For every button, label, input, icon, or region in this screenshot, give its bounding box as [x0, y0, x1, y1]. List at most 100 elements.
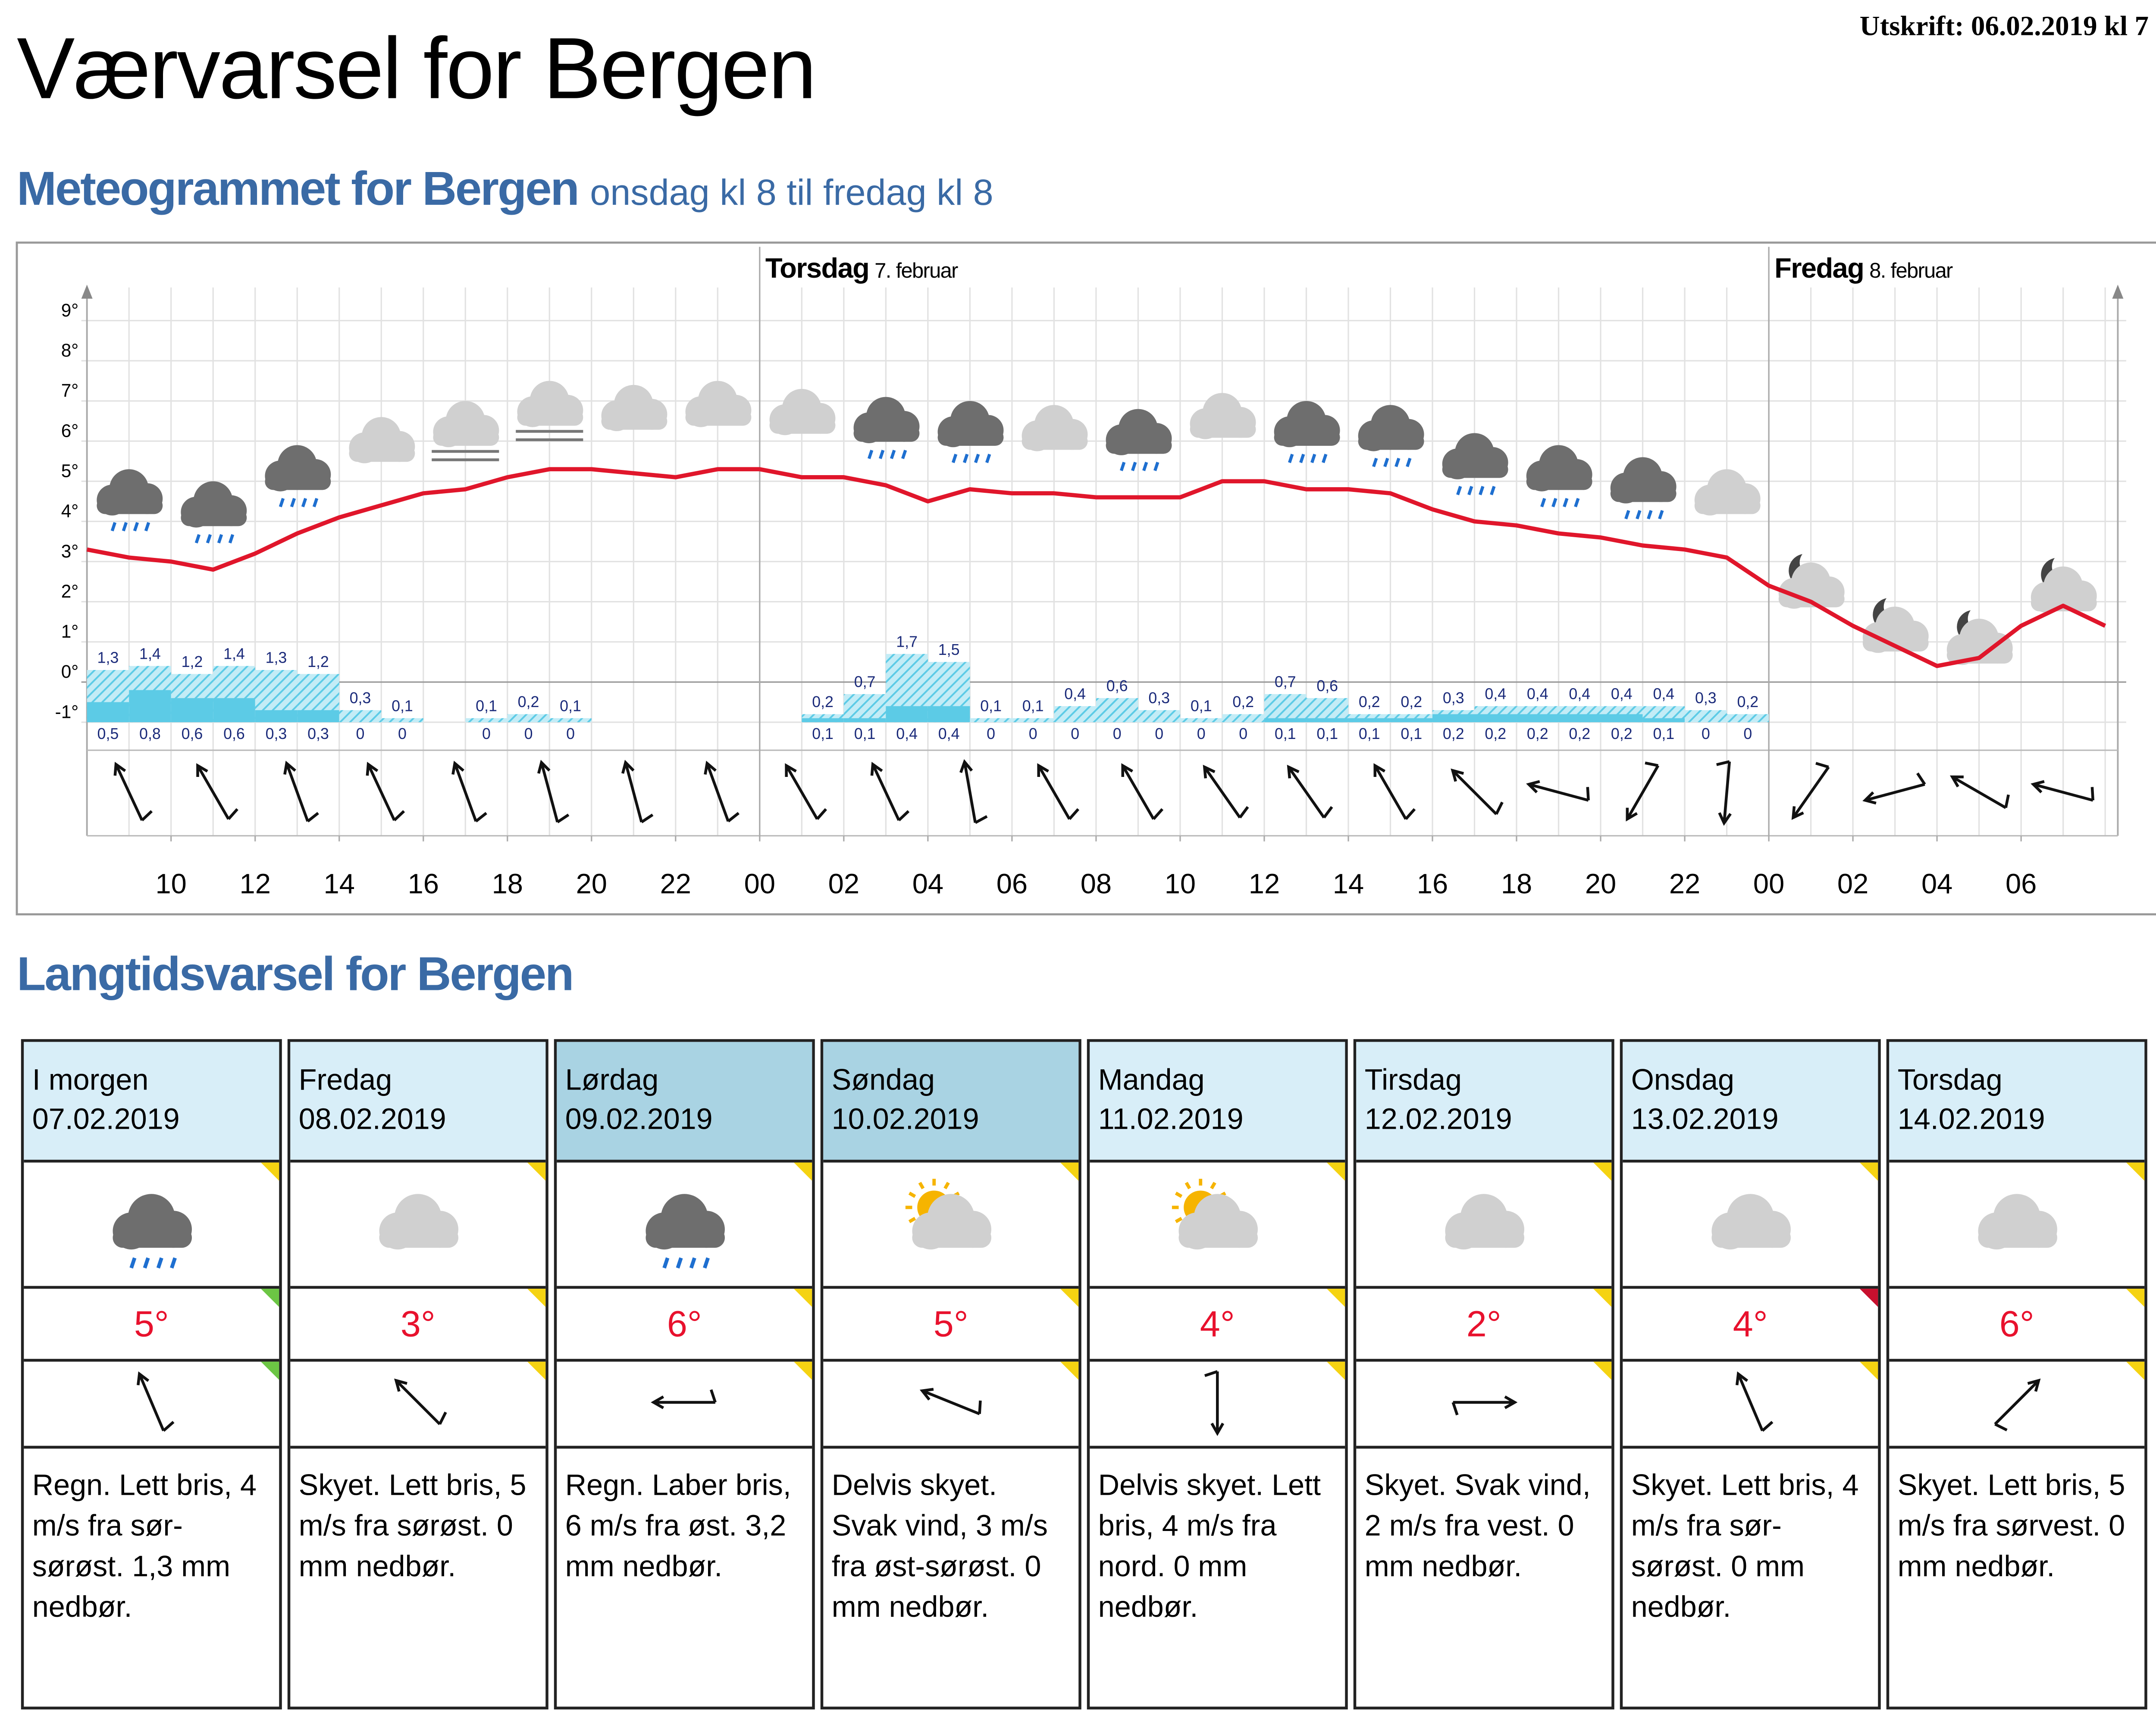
quality-flag: [1326, 1289, 1345, 1307]
day-date: 09.02.2019: [565, 1103, 713, 1136]
precip-max-bar: [843, 694, 886, 723]
weather-icon: [1694, 469, 1761, 516]
precip-max-bar: [507, 714, 550, 723]
day-date: 10.02.2019: [831, 1103, 979, 1136]
raindrop: [1647, 510, 1653, 520]
day-name: Onsdag: [1631, 1064, 1735, 1097]
weather-icon: [181, 481, 247, 544]
cloud-base: [685, 409, 752, 426]
day-header: I morgen 07.02.2019: [24, 1042, 279, 1163]
precip-max-label: 0,6: [1106, 677, 1128, 695]
wind-icon: [394, 1378, 447, 1425]
wind-arrow: [1862, 772, 1926, 805]
cloud-base: [1022, 433, 1088, 450]
day-date: 07.02.2019: [32, 1103, 180, 1136]
forecast-day: Mandag 11.02.2019 4° Delvis skyet. Lett bri…: [1087, 1039, 1348, 1709]
icon-cell: [290, 1162, 546, 1289]
icon: [905, 1179, 991, 1250]
quality-flag: [1859, 1289, 1878, 1307]
description: Skyet. Lett bris, 4 m/s fra sør-sørøst. …: [1631, 1469, 1859, 1624]
raindrop: [662, 1257, 670, 1269]
wind-cell: [1090, 1362, 1345, 1449]
precip-max-label: 0,3: [1443, 689, 1464, 707]
temperature: 5°: [24, 1289, 279, 1362]
precip-max-bar: [1180, 718, 1222, 723]
wind-cell: [24, 1362, 279, 1449]
quality-flag: [260, 1362, 279, 1380]
day-header: Tirsdag 12.02.2019: [1356, 1042, 1612, 1163]
wind-arrow: [1121, 763, 1164, 820]
quality-flag: [1060, 1289, 1079, 1307]
precip-min-label: 0,3: [307, 725, 329, 742]
precip-max-bar: [1096, 698, 1138, 723]
precip-max-label: 0,1: [392, 698, 413, 715]
day-date: 08.02.2019: [298, 1103, 446, 1136]
precip-max-label: 0,3: [1148, 689, 1170, 707]
weather-icon: [853, 397, 920, 459]
raindrop: [676, 1257, 683, 1269]
weather-icon: [937, 401, 1004, 463]
wind-arrow: [1994, 1378, 2041, 1431]
raindrop: [1574, 498, 1580, 507]
precip-min-bar: [1348, 718, 1391, 723]
precip-min-label: 0: [482, 725, 491, 742]
weather-icon: [905, 1179, 991, 1250]
icon: [113, 1194, 192, 1269]
precip-max-bar: [1727, 714, 1769, 723]
wind-arrow: [1526, 780, 1590, 802]
precip-max-label: 0,4: [1569, 686, 1590, 703]
wind-arrow: [1791, 762, 1830, 820]
cloud-base: [433, 429, 499, 446]
wind-icon: [919, 1388, 982, 1415]
precip-min-label: 0: [987, 725, 995, 742]
sun-ray: [1175, 1191, 1183, 1198]
cloud-base: [1694, 497, 1761, 514]
raindrop: [962, 454, 969, 463]
day-date: 11.02.2019: [1098, 1103, 1244, 1136]
weather-icon: [1610, 457, 1677, 520]
temperature: 3°: [290, 1289, 546, 1362]
precip-max-label: 0,3: [350, 689, 371, 707]
day-name: Tirsdag: [1364, 1064, 1462, 1097]
wind-arrow: [704, 761, 740, 823]
y-tick-label: 6°: [61, 420, 78, 441]
precip-min-bar: [802, 718, 844, 723]
raindrop: [1131, 462, 1137, 471]
weather-icon: [1358, 405, 1424, 467]
precip-min-label: 0,1: [1359, 725, 1380, 742]
precip-min-bar: [171, 698, 213, 723]
cloud-base: [1445, 1227, 1524, 1248]
raindrop: [1563, 498, 1569, 507]
wind-arrow: [1204, 1370, 1225, 1436]
x-tick-label: 04: [912, 868, 943, 899]
quality-flag: [527, 1362, 546, 1380]
day-date: 14.02.2019: [1897, 1103, 2045, 1136]
raindrop: [1142, 462, 1148, 471]
precip-max-label: 0,4: [1485, 686, 1506, 703]
forecast-day: Torsdag 14.02.2019 6° Skyet. Lett bris, 5 m…: [1886, 1039, 2147, 1709]
raindrop: [689, 1257, 696, 1269]
precip-max-label: 0,2: [1401, 693, 1422, 711]
day-name: Torsdag: [765, 252, 869, 284]
day-name: Torsdag: [1897, 1064, 2002, 1097]
precip-min-label: 0: [566, 725, 575, 742]
forecast-day: I morgen 07.02.2019 5° Regn. Lett bris, 4 m…: [21, 1039, 282, 1709]
raindrop: [1467, 485, 1473, 495]
precip-max-label: 1,4: [223, 645, 245, 662]
sun-ray: [908, 1191, 916, 1198]
precip-max-label: 0,1: [980, 698, 1002, 715]
forecast-day: Lørdag 09.02.2019 6° Regn. Laber bris, 6 m/…: [554, 1039, 815, 1709]
precip-max-label: 0,2: [518, 693, 539, 711]
raindrop: [1153, 462, 1159, 471]
precip-max-bar: [970, 718, 1012, 723]
cloud-base: [1106, 437, 1172, 454]
raindrop: [110, 522, 117, 532]
precip-min-label: 0: [1113, 725, 1122, 742]
raindrop: [901, 450, 907, 459]
weather-icon: [601, 385, 667, 432]
wind-arrow: [2031, 780, 2095, 802]
weather-icon: [685, 381, 752, 427]
wind-icon: [1735, 1371, 1774, 1432]
raindrop: [1288, 454, 1294, 463]
